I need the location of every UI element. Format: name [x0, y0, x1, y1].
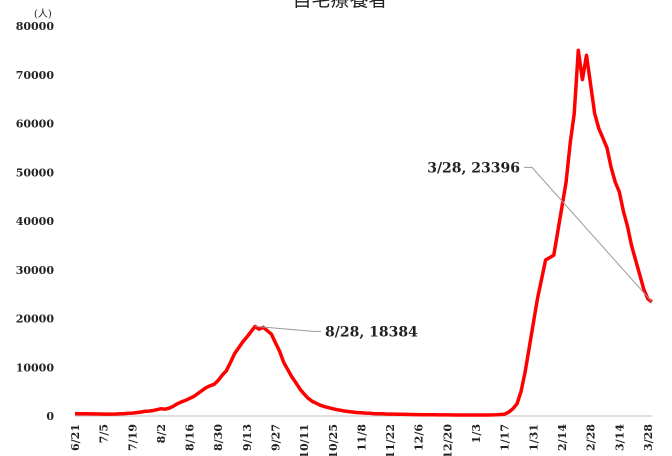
- x-tick-label: 1/17: [499, 424, 512, 451]
- x-tick-label: 8/16: [184, 424, 197, 451]
- x-tick-label: 3/14: [613, 424, 626, 451]
- x-tick-label: 9/27: [270, 424, 283, 451]
- annotation-leader-line: [524, 166, 653, 303]
- x-tick-label: 11/22: [384, 424, 397, 456]
- x-tick-label: 12/6: [413, 424, 426, 451]
- y-tick-label: 0: [46, 410, 54, 423]
- x-tick-label: 1/3: [470, 424, 483, 443]
- x-tick-label: 3/28: [642, 424, 655, 451]
- x-tick-label: 10/25: [327, 424, 340, 456]
- x-tick-label: 12/20: [441, 424, 454, 456]
- x-tick-label: 1/31: [527, 424, 540, 451]
- y-tick-label: 10000: [16, 361, 55, 374]
- y-tick-label: 70000: [16, 69, 55, 82]
- annotation-label: 8/28, 18384: [325, 324, 418, 340]
- chart-title: 自宅療養者: [292, 0, 387, 11]
- x-tick-label: 9/13: [241, 424, 254, 451]
- y-tick-label: 50000: [16, 166, 55, 179]
- x-tick-label: 7/5: [98, 424, 111, 443]
- x-tick-label: 2/28: [585, 424, 598, 451]
- annotations: 8/28, 18384 3/28, 23396: [255, 160, 653, 340]
- y-tick-label: 80000: [16, 20, 55, 33]
- y-unit-label: (人): [34, 8, 52, 20]
- x-tick-label: 11/8: [355, 424, 368, 451]
- y-tick-label: 60000: [16, 118, 55, 131]
- x-tick-label: 6/21: [69, 424, 82, 451]
- x-tick-label: 10/11: [298, 424, 311, 456]
- annotation-leader-line: [255, 325, 322, 332]
- x-tick-label: 8/30: [212, 424, 225, 451]
- series-line: [74, 48, 654, 417]
- annotation-label: 3/28, 23396: [427, 160, 520, 176]
- x-axis: 6/21 7/5 7/19 8/2 8/16 8/30 9/13 9/27 10/11 10/25…: [69, 415, 655, 456]
- x-tick-label: 8/2: [155, 424, 168, 443]
- x-tick-label: 7/19: [126, 424, 139, 451]
- y-tick-label: 40000: [16, 215, 55, 228]
- y-tick-label: 20000: [16, 313, 55, 326]
- plot-area: [74, 48, 654, 417]
- x-tick-label: 2/14: [556, 424, 569, 451]
- y-tick-label: 30000: [16, 264, 55, 277]
- y-axis: 0 10000 20000 30000 40000 50000 60000 70000 8000…: [16, 20, 55, 423]
